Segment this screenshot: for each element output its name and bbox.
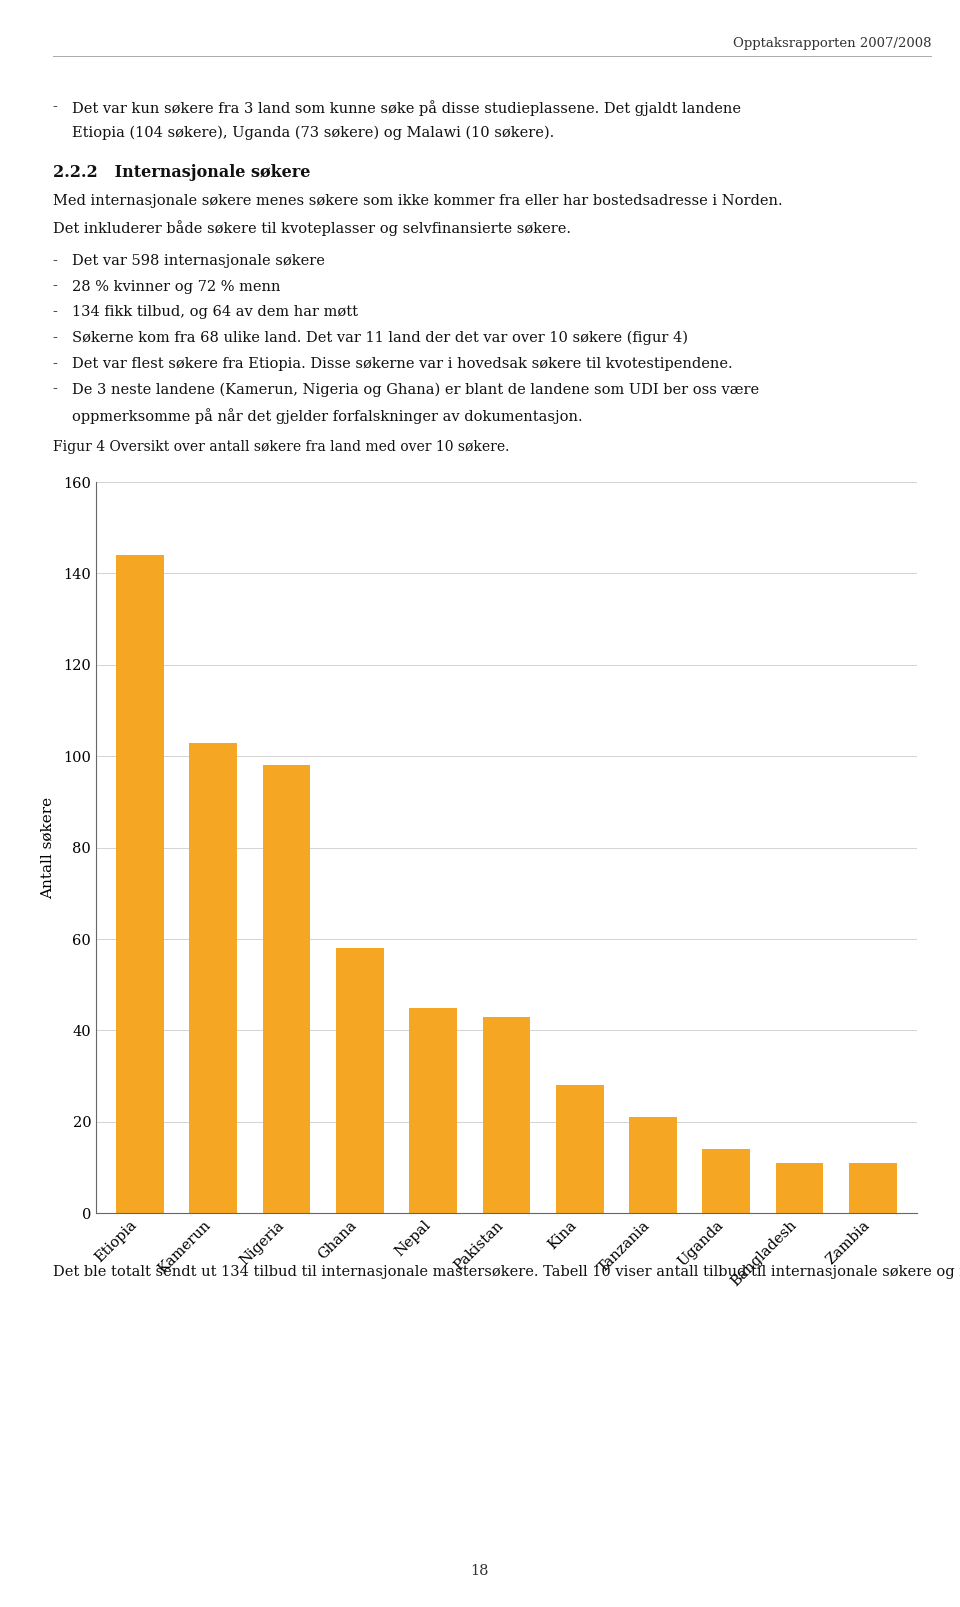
Text: -: - xyxy=(53,280,58,294)
Text: -: - xyxy=(53,331,58,346)
Bar xyxy=(116,556,164,1213)
Text: 18: 18 xyxy=(470,1564,490,1578)
Text: oppmerksomme på når det gjelder forfalskninger av dokumentasjon.: oppmerksomme på når det gjelder forfalsk… xyxy=(72,408,583,424)
Text: Det var flest søkere fra Etiopia. Disse søkerne var i hovedsak søkere til kvotes: Det var flest søkere fra Etiopia. Disse … xyxy=(72,357,732,371)
Text: Med internasjonale søkere menes søkere som ikke kommer fra eller har bostedsadre: Med internasjonale søkere menes søkere s… xyxy=(53,194,782,209)
Bar xyxy=(849,1163,897,1213)
Text: Det ble totalt sendt ut 134 tilbud til internasjonale mastersøkere. Tabell 10 vi: Det ble totalt sendt ut 134 tilbud til i… xyxy=(53,1265,960,1279)
Text: 28 % kvinner og 72 % menn: 28 % kvinner og 72 % menn xyxy=(72,280,280,294)
Bar xyxy=(483,1017,530,1213)
Text: Figur 4 Oversikt over antall søkere fra land med over 10 søkere.: Figur 4 Oversikt over antall søkere fra … xyxy=(53,440,509,455)
Text: Det var kun søkere fra 3 land som kunne søke på disse studieplassene. Det gjaldt: Det var kun søkere fra 3 land som kunne … xyxy=(72,100,741,116)
Bar xyxy=(776,1163,824,1213)
Text: De 3 neste landene (Kamerun, Nigeria og Ghana) er blant de landene som UDI ber o: De 3 neste landene (Kamerun, Nigeria og … xyxy=(72,382,759,397)
Text: -: - xyxy=(53,305,58,320)
Bar xyxy=(556,1085,604,1213)
Bar xyxy=(336,948,384,1213)
Text: Etiopia (104 søkere), Uganda (73 søkere) og Malawi (10 søkere).: Etiopia (104 søkere), Uganda (73 søkere)… xyxy=(72,125,554,140)
Text: -: - xyxy=(53,100,58,114)
Bar xyxy=(703,1149,750,1213)
Text: Opptaksrapporten 2007/2008: Opptaksrapporten 2007/2008 xyxy=(732,37,931,50)
Text: -: - xyxy=(53,254,58,268)
Text: Det inkluderer både søkere til kvoteplasser og selvfinansierte søkere.: Det inkluderer både søkere til kvoteplas… xyxy=(53,220,571,236)
Bar xyxy=(629,1117,677,1213)
Bar xyxy=(409,1008,457,1213)
Text: -: - xyxy=(53,382,58,397)
Text: 2.2.2   Internasjonale søkere: 2.2.2 Internasjonale søkere xyxy=(53,164,310,182)
Y-axis label: Antall søkere: Antall søkere xyxy=(41,797,55,898)
Text: 134 fikk tilbud, og 64 av dem har møtt: 134 fikk tilbud, og 64 av dem har møtt xyxy=(72,305,358,320)
Text: -: - xyxy=(53,357,58,371)
Text: Det var 598 internasjonale søkere: Det var 598 internasjonale søkere xyxy=(72,254,324,268)
Bar xyxy=(189,742,237,1213)
Bar xyxy=(263,765,310,1213)
Text: Søkerne kom fra 68 ulike land. Det var 11 land der det var over 10 søkere (figur: Søkerne kom fra 68 ulike land. Det var 1… xyxy=(72,331,688,346)
